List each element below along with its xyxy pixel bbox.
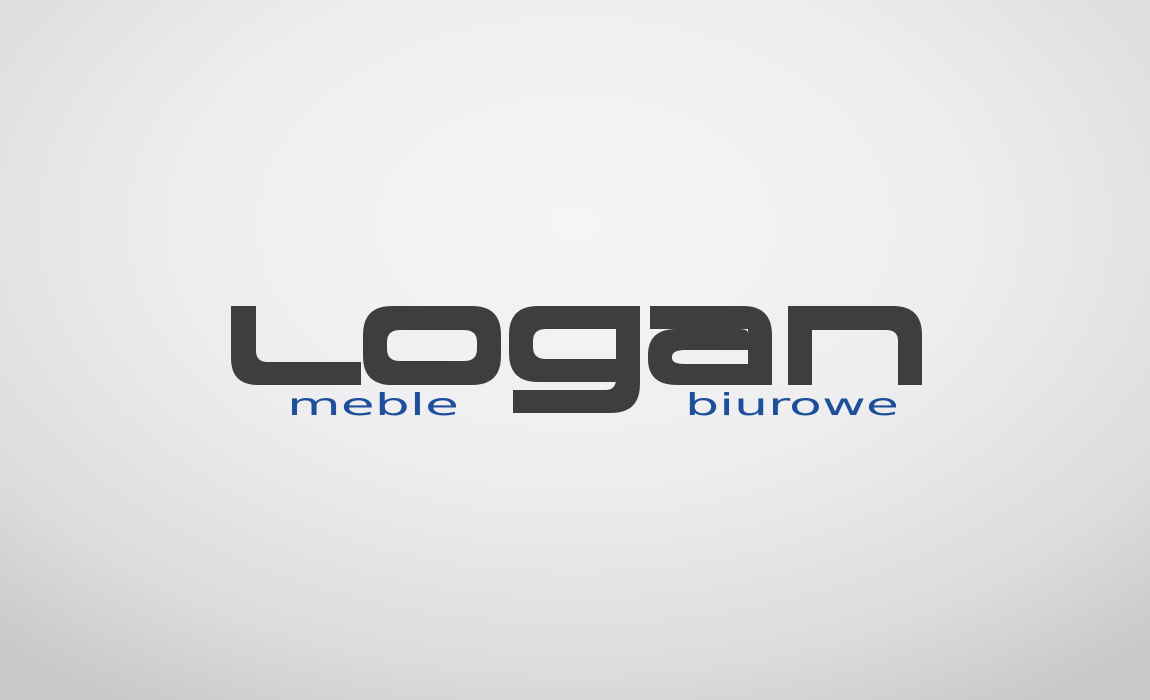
- letter-n: [788, 306, 922, 385]
- letter-l: [231, 306, 361, 385]
- letter-o: [363, 306, 501, 385]
- letter-g: [509, 306, 640, 413]
- tagline-biurowe: biurowe: [685, 388, 899, 423]
- tagline-meble: meble: [287, 388, 459, 423]
- letter-a: [648, 306, 772, 385]
- logo-wordmark: [231, 306, 922, 413]
